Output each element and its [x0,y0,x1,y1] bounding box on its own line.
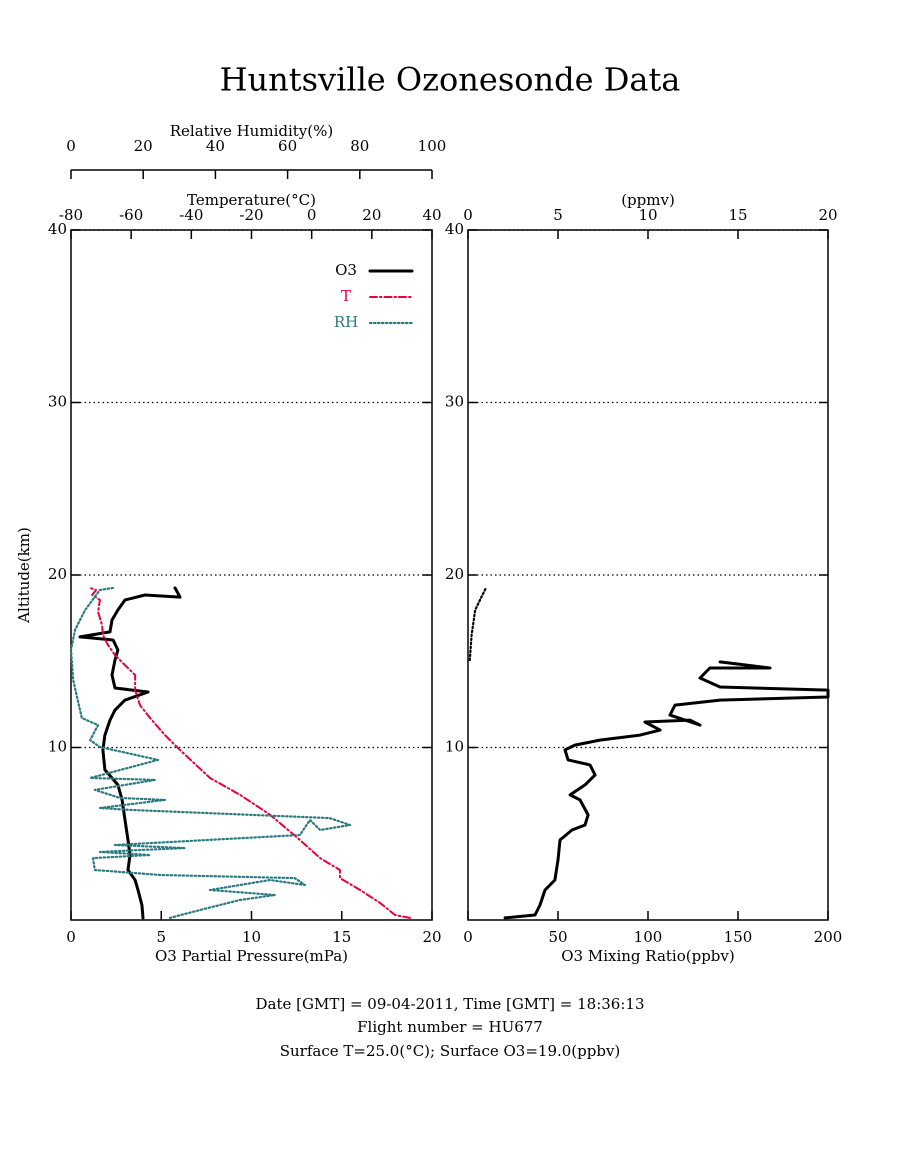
x2-tick-label: -40 [179,206,203,224]
y-tick-label: 20 [48,565,67,583]
x3-tick-label: 0 [66,137,76,155]
x2-tick-label: -80 [59,206,83,224]
x-tick-label: 0 [463,928,473,946]
x-tick-label: 10 [242,928,261,946]
footer-line: Date [GMT] = 09-04-2011, Time [GMT] = 18… [255,995,644,1013]
x3-axis-label: Relative Humidity(%) [170,122,333,140]
x2-tick-label: 20 [818,206,837,224]
x-tick-label: 15 [332,928,351,946]
footer-line: Surface T=25.0(°C); Surface O3=19.0(ppbv… [280,1042,621,1060]
x3-tick-label: 20 [134,137,153,155]
x2-tick-label: 5 [553,206,563,224]
y-tick-label: 30 [48,393,67,411]
y-tick-label: 40 [48,220,67,238]
x2-tick-label: -20 [239,206,263,224]
x-axis-label: O3 Mixing Ratio(ppbv) [561,947,734,965]
chart-title: Huntsville Ozonesonde Data [220,61,681,99]
legend-label: RH [334,313,358,331]
x-tick-label: 20 [422,928,441,946]
data-line [468,586,488,662]
x2-tick-label: 0 [307,206,317,224]
y-axis-label: Altitude(km) [15,527,33,624]
x2-tick-label: 10 [638,206,657,224]
x-tick-label: 150 [724,928,753,946]
x2-tick-label: -60 [119,206,143,224]
x3-tick-label: 40 [206,137,225,155]
x-tick-label: 5 [156,928,166,946]
x3-tick-label: 100 [418,137,447,155]
data-line [69,586,352,919]
legend-label: T [341,287,351,305]
y-tick-label: 30 [445,393,464,411]
x2-tick-label: 20 [362,206,381,224]
x2-tick-label: 0 [463,206,473,224]
x-tick-label: 50 [548,928,567,946]
footer-line: Flight number = HU677 [357,1018,543,1036]
x3-tick-label: 60 [278,137,297,155]
y-tick-label: 10 [48,738,67,756]
x2-axis-label: Temperature(°C) [187,191,316,209]
x2-axis-label: (ppmv) [621,191,675,209]
x-tick-label: 0 [66,928,76,946]
y-tick-label: 40 [445,220,464,238]
data-line [503,660,830,920]
x3-tick-label: 80 [350,137,369,155]
legend-label: O3 [335,261,357,279]
x2-tick-label: 40 [422,206,441,224]
y-tick-label: 10 [445,738,464,756]
x-tick-label: 200 [814,928,843,946]
x-tick-label: 100 [634,928,663,946]
data-line [78,586,182,920]
x2-tick-label: 15 [728,206,747,224]
y-tick-label: 20 [445,565,464,583]
x-axis-label: O3 Partial Pressure(mPa) [155,947,348,965]
data-line [89,586,411,919]
